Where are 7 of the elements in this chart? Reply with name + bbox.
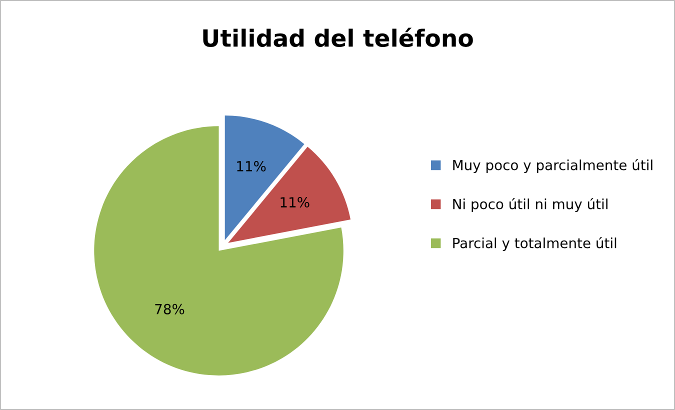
legend-label: Parcial y totalmente útil [453,237,616,251]
data-label: 11% [237,160,266,172]
chart-title: Utilidad del teléfono [203,28,473,47]
legend-label: Ni poco útil ni muy útil [453,198,608,212]
data-label: 11% [280,197,310,208]
legend-label: Muy poco y parcialmente útil [453,159,652,173]
data-label: 78% [155,304,184,314]
